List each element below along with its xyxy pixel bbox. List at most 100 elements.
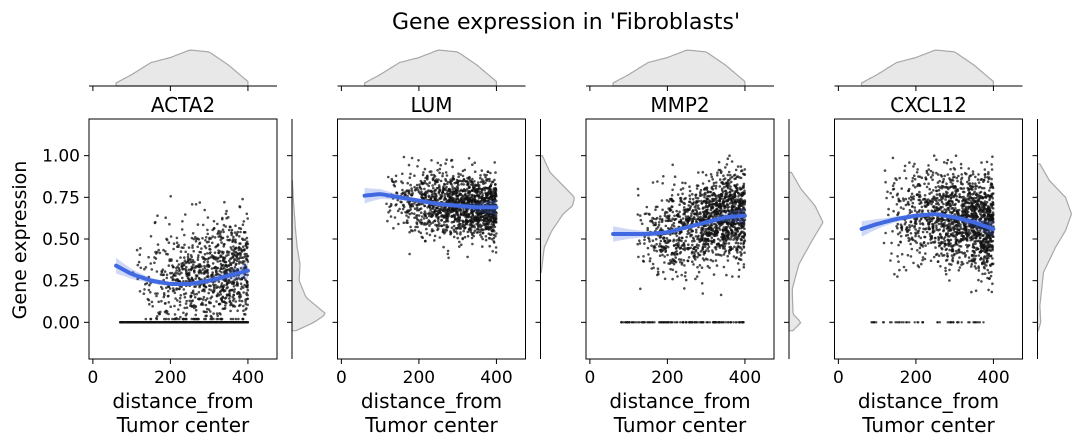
scatter-point — [197, 254, 200, 257]
scatter-point — [481, 197, 484, 200]
scatter-point — [696, 251, 700, 255]
scatter-point-zero — [702, 321, 705, 324]
scatter-point — [489, 226, 493, 229]
scatter-point — [651, 239, 655, 242]
scatter-point — [491, 195, 494, 198]
scatter-point — [713, 214, 716, 217]
scatter-point — [206, 260, 210, 264]
scatter-point — [387, 211, 390, 214]
scatter-point — [205, 307, 209, 311]
scatter-point — [193, 293, 196, 296]
scatter-point — [728, 154, 731, 157]
scatter-point — [650, 244, 653, 247]
scatter-point — [204, 298, 208, 302]
scatter-point — [418, 186, 422, 189]
scatter-point — [723, 204, 726, 207]
scatter-point — [699, 250, 703, 253]
scatter-point — [719, 209, 722, 212]
scatter-point — [235, 255, 238, 258]
scatter-point — [457, 216, 461, 220]
scatter-point — [431, 184, 434, 187]
scatter-point — [143, 288, 146, 291]
scatter-point — [420, 221, 423, 224]
scatter-point — [174, 271, 177, 275]
scatter-point — [388, 209, 392, 212]
scatter-point — [422, 171, 425, 174]
scatter-point-zero — [734, 321, 737, 324]
scatter-point — [446, 212, 450, 216]
scatter-point — [444, 197, 447, 201]
scatter-point-zero — [142, 321, 146, 324]
scatter-point-zero — [178, 321, 181, 324]
scatter-point — [698, 238, 701, 242]
scatter-point — [452, 220, 456, 223]
scatter-point — [389, 215, 393, 218]
scatter-point-zero — [175, 321, 178, 324]
scatter-point — [183, 233, 186, 237]
scatter-point — [212, 284, 216, 288]
scatter-point — [135, 248, 139, 252]
scatter-point — [178, 296, 182, 300]
scatter-point — [417, 230, 421, 233]
scatter-point — [708, 195, 712, 198]
scatter-point — [478, 200, 482, 204]
scatter-point — [732, 238, 735, 241]
scatter-point — [235, 262, 238, 266]
scatter-point — [439, 179, 443, 183]
scatter-point — [741, 191, 744, 195]
scatter-point — [461, 174, 465, 178]
scatter-point — [243, 252, 247, 256]
scatter-point — [426, 175, 429, 178]
scatter-point — [427, 204, 431, 208]
scatter-point — [196, 258, 200, 262]
scatter-point — [688, 189, 692, 193]
scatter-point — [415, 186, 419, 190]
scatter-point — [162, 295, 166, 299]
scatter-point — [682, 206, 686, 209]
scatter-point — [481, 231, 485, 235]
scatter-point — [454, 227, 458, 230]
panel-title: ACTA2 — [151, 93, 215, 117]
scatter-point — [742, 246, 746, 249]
scatter-point — [680, 273, 683, 277]
scatter-point-zero — [232, 321, 235, 324]
scatter-point — [220, 299, 224, 303]
scatter-point — [226, 238, 229, 242]
scatter-point — [684, 271, 687, 274]
scatter-point — [413, 216, 416, 220]
scatter-point — [493, 191, 497, 194]
scatter-point — [206, 252, 209, 255]
scatter-point — [245, 257, 248, 261]
scatter-point — [432, 186, 435, 190]
scatter-point — [739, 176, 743, 180]
scatter-point — [481, 194, 485, 197]
scatter-point — [663, 261, 666, 264]
scatter-point — [203, 310, 207, 314]
scatter-point — [726, 221, 729, 225]
scatter-point — [230, 269, 233, 273]
scatter-point — [452, 191, 455, 195]
scatter-point — [177, 308, 180, 311]
scatter-point — [740, 230, 743, 233]
scatter-point — [726, 157, 730, 160]
scatter-point — [651, 262, 655, 266]
scatter-point — [432, 205, 436, 208]
scatter-point — [217, 235, 220, 238]
scatter-point — [235, 259, 239, 263]
scatter-point — [436, 227, 440, 230]
scatter-point — [706, 243, 710, 246]
scatter-point — [411, 191, 414, 195]
scatter-point — [433, 195, 437, 198]
scatter-point — [651, 221, 655, 224]
scatter-point — [209, 251, 212, 254]
scatter-point-zero — [145, 321, 148, 324]
scatter-point — [173, 313, 177, 316]
scatter-point — [196, 223, 200, 226]
scatter-point — [197, 238, 201, 241]
x-axis-label: Tumor center — [364, 413, 498, 437]
scatter-point — [242, 220, 246, 223]
scatter-point — [715, 201, 719, 204]
scatter-point — [231, 256, 235, 259]
